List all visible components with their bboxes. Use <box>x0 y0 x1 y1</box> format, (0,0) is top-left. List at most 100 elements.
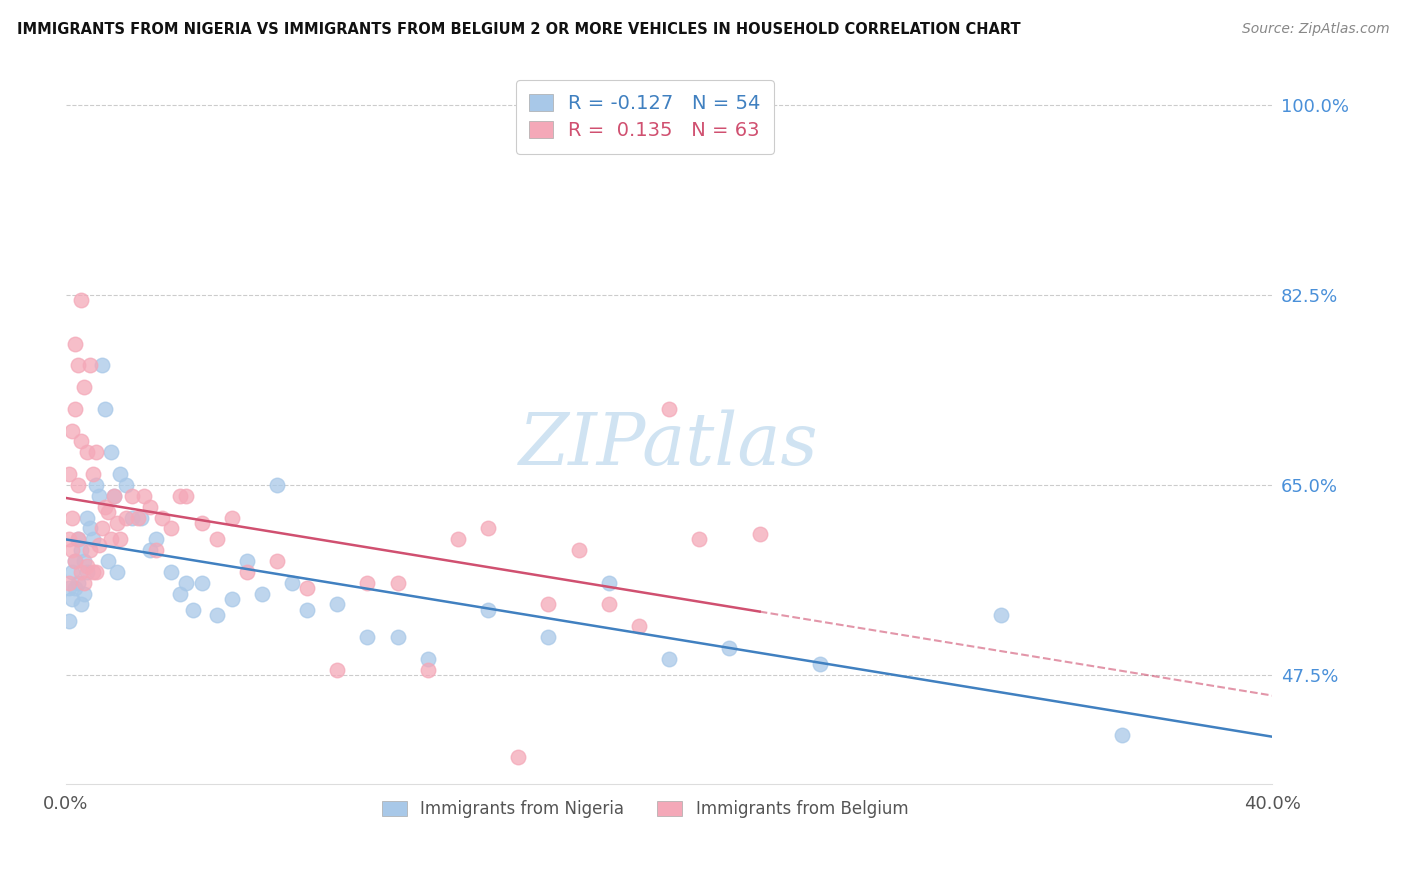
Point <box>73 380 96 394</box>
Point <box>356 630 378 644</box>
Point <box>76 510 98 524</box>
Point <box>60 565 83 579</box>
Point <box>658 652 681 666</box>
Point <box>66 478 89 492</box>
Point <box>70 598 93 612</box>
Point <box>87 538 110 552</box>
Text: Source: ZipAtlas.com: Source: ZipAtlas.com <box>1241 22 1389 37</box>
Point <box>1111 728 1133 742</box>
Point <box>70 543 93 558</box>
Point <box>63 581 86 595</box>
Point <box>70 434 93 449</box>
Point <box>87 489 110 503</box>
Point <box>82 467 104 481</box>
Point <box>266 554 288 568</box>
Point <box>84 565 107 579</box>
Point <box>60 543 83 558</box>
Point <box>190 516 212 530</box>
Point <box>63 401 86 416</box>
Point <box>688 533 710 547</box>
Point <box>60 424 83 438</box>
Point <box>70 293 93 308</box>
Point <box>748 526 770 541</box>
Point <box>150 510 173 524</box>
Point <box>127 510 149 524</box>
Point <box>477 521 499 535</box>
Point <box>70 565 93 579</box>
Point <box>105 516 128 530</box>
Point <box>103 489 125 503</box>
Point <box>145 543 167 558</box>
Point <box>568 543 591 558</box>
Point <box>356 575 378 590</box>
Point <box>477 603 499 617</box>
Point <box>63 554 86 568</box>
Point <box>58 614 80 628</box>
Point <box>537 598 560 612</box>
Point <box>250 586 273 600</box>
Point <box>176 489 198 503</box>
Point <box>176 575 198 590</box>
Point <box>190 575 212 590</box>
Legend: Immigrants from Nigeria, Immigrants from Belgium: Immigrants from Nigeria, Immigrants from… <box>375 794 915 825</box>
Point <box>91 359 114 373</box>
Point <box>76 559 98 574</box>
Point <box>160 565 183 579</box>
Point <box>63 554 86 568</box>
Point <box>718 640 741 655</box>
Point <box>145 533 167 547</box>
Point <box>139 500 162 514</box>
Point <box>221 592 243 607</box>
Point <box>115 510 138 524</box>
Point <box>134 489 156 503</box>
Point <box>205 608 228 623</box>
Point <box>66 533 89 547</box>
Point <box>97 554 120 568</box>
Point <box>79 359 101 373</box>
Point <box>115 478 138 492</box>
Point <box>416 652 439 666</box>
Point <box>94 500 117 514</box>
Point <box>169 586 191 600</box>
Point <box>60 592 83 607</box>
Point <box>221 510 243 524</box>
Text: IMMIGRANTS FROM NIGERIA VS IMMIGRANTS FROM BELGIUM 2 OR MORE VEHICLES IN HOUSEHO: IMMIGRANTS FROM NIGERIA VS IMMIGRANTS FR… <box>17 22 1021 37</box>
Point <box>205 533 228 547</box>
Point <box>295 581 318 595</box>
Point <box>63 336 86 351</box>
Point <box>60 510 83 524</box>
Point <box>658 401 681 416</box>
Point <box>58 581 80 595</box>
Point <box>100 533 122 547</box>
Point <box>236 565 259 579</box>
Point <box>387 630 409 644</box>
Point <box>105 565 128 579</box>
Point <box>295 603 318 617</box>
Point <box>94 401 117 416</box>
Point <box>169 489 191 503</box>
Point <box>82 565 104 579</box>
Point <box>508 749 530 764</box>
Point <box>326 663 349 677</box>
Point <box>76 445 98 459</box>
Point <box>73 586 96 600</box>
Point <box>537 630 560 644</box>
Point <box>58 533 80 547</box>
Point <box>181 603 204 617</box>
Point <box>84 445 107 459</box>
Point <box>91 521 114 535</box>
Point <box>129 510 152 524</box>
Text: ZIPatlas: ZIPatlas <box>519 409 818 480</box>
Point <box>76 565 98 579</box>
Point <box>97 505 120 519</box>
Point <box>598 598 620 612</box>
Point <box>108 467 131 481</box>
Point <box>82 533 104 547</box>
Point <box>58 467 80 481</box>
Point <box>236 554 259 568</box>
Point <box>139 543 162 558</box>
Point <box>281 575 304 590</box>
Point <box>121 489 143 503</box>
Point <box>79 521 101 535</box>
Point <box>326 598 349 612</box>
